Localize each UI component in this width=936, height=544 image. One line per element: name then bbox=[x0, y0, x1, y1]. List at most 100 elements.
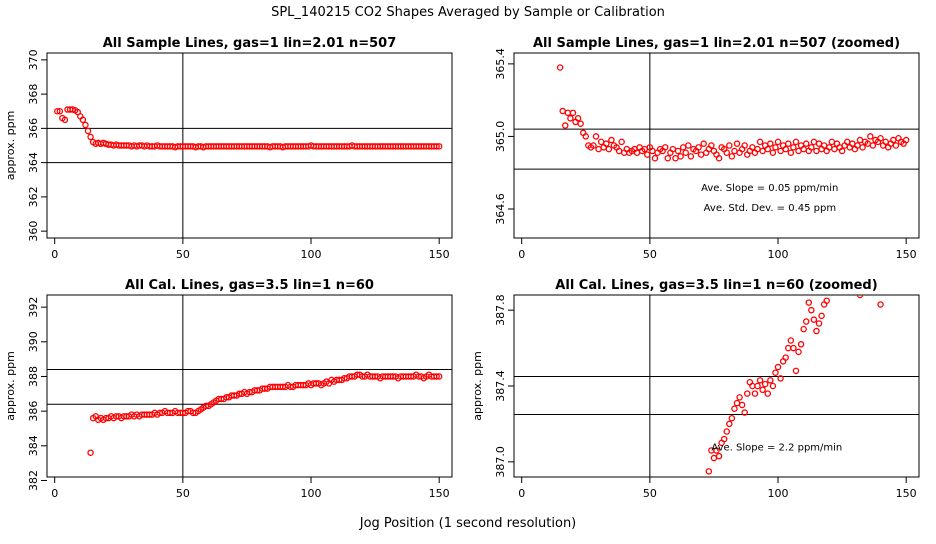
data-point bbox=[87, 449, 94, 456]
data-point bbox=[87, 133, 94, 141]
data-point bbox=[664, 154, 672, 162]
data-point bbox=[726, 142, 733, 149]
data-point bbox=[902, 136, 910, 144]
x-tick-label: 0 bbox=[518, 248, 525, 261]
panel-title: All Sample Lines, gas=1 lin=2.01 n=507 (… bbox=[533, 36, 900, 51]
data-point bbox=[738, 401, 746, 409]
data-point bbox=[767, 140, 774, 147]
data-point bbox=[687, 153, 695, 160]
data-point bbox=[672, 154, 679, 162]
data-point bbox=[661, 144, 669, 151]
data-point bbox=[838, 147, 846, 155]
data-point bbox=[562, 122, 569, 129]
data-point bbox=[697, 151, 705, 158]
data-point bbox=[756, 138, 764, 146]
x-tick-label: 0 bbox=[51, 487, 58, 500]
data-point bbox=[682, 149, 689, 157]
data-point bbox=[608, 136, 615, 144]
data-point bbox=[810, 138, 818, 146]
data-point bbox=[759, 147, 766, 155]
plot-frame bbox=[46, 294, 453, 478]
x-tick-label: 0 bbox=[51, 248, 58, 261]
data-point bbox=[564, 109, 572, 117]
data-point bbox=[685, 142, 692, 149]
data-point bbox=[433, 143, 440, 150]
data-point bbox=[859, 144, 866, 151]
data-point bbox=[582, 133, 590, 140]
x-tick-label: 50 bbox=[176, 487, 190, 500]
data-point bbox=[751, 390, 759, 397]
x-tick-label: 100 bbox=[301, 487, 322, 500]
data-point bbox=[61, 116, 69, 124]
plot-frame bbox=[513, 52, 920, 239]
data-point bbox=[754, 382, 761, 390]
data-point bbox=[731, 147, 738, 155]
data-point bbox=[651, 154, 659, 162]
y-tick-label: 370 bbox=[27, 49, 40, 70]
data-point bbox=[741, 142, 748, 149]
data-point bbox=[726, 420, 733, 428]
data-points bbox=[705, 295, 884, 475]
panel-title: All Cal. Lines, gas=3.5 lin=1 n=60 bbox=[125, 278, 374, 293]
data-point bbox=[590, 142, 597, 149]
data-point bbox=[782, 354, 789, 361]
data-point bbox=[79, 116, 87, 124]
data-point bbox=[720, 435, 728, 443]
annotation-text: Ave. Slope = 0.05 ppm/min bbox=[701, 183, 838, 194]
y-tick-label: 388 bbox=[27, 366, 40, 387]
x-tick-label: 100 bbox=[768, 248, 789, 261]
y-tick-label: 387.0 bbox=[494, 446, 507, 478]
data-point bbox=[84, 127, 92, 135]
data-point bbox=[877, 301, 884, 308]
data-point bbox=[774, 363, 782, 371]
x-tick-label: 0 bbox=[518, 487, 525, 500]
data-point bbox=[592, 133, 600, 140]
data-point bbox=[772, 144, 779, 151]
data-point bbox=[435, 373, 443, 380]
panel-title: All Cal. Lines, gas=3.5 lin=1 n=60 (zoom… bbox=[555, 278, 877, 293]
y-tick-label: 362 bbox=[27, 186, 40, 207]
data-point bbox=[56, 107, 64, 115]
y-tick-label: 364 bbox=[27, 152, 40, 173]
data-point bbox=[761, 380, 769, 388]
data-points bbox=[87, 371, 443, 456]
x-tick-label: 150 bbox=[896, 487, 917, 500]
data-point bbox=[595, 145, 602, 153]
data-point bbox=[795, 147, 802, 155]
data-point bbox=[869, 142, 877, 149]
data-point bbox=[800, 325, 807, 333]
data-point bbox=[710, 454, 718, 462]
data-point bbox=[577, 120, 584, 127]
panel-4: All Cal. Lines, gas=3.5 lin=1 n=60 (zoom… bbox=[471, 278, 920, 500]
data-point bbox=[723, 428, 731, 435]
y-tick-label: 382 bbox=[27, 470, 40, 491]
data-point bbox=[728, 153, 736, 160]
data-point bbox=[433, 373, 440, 380]
data-points bbox=[54, 106, 443, 151]
data-point bbox=[815, 140, 823, 147]
data-point bbox=[733, 399, 741, 407]
data-point bbox=[569, 109, 577, 117]
data-point bbox=[605, 145, 613, 153]
data-points bbox=[556, 64, 910, 162]
data-point bbox=[787, 337, 795, 344]
data-point bbox=[723, 149, 731, 157]
data-point bbox=[715, 452, 723, 460]
data-point bbox=[795, 348, 802, 356]
figure-title: SPL_140215 CO2 Shapes Averaged by Sample… bbox=[271, 5, 665, 20]
y-axis-label: approx. ppm bbox=[4, 111, 17, 181]
y-tick-label: 365.0 bbox=[494, 121, 507, 153]
x-tick-label: 50 bbox=[176, 248, 190, 261]
data-point bbox=[435, 143, 443, 150]
data-point bbox=[774, 138, 782, 146]
data-point bbox=[731, 405, 738, 412]
y-tick-label: 390 bbox=[27, 331, 40, 352]
data-point bbox=[808, 144, 815, 151]
data-point bbox=[815, 320, 823, 327]
data-point bbox=[823, 297, 830, 304]
data-point bbox=[674, 147, 682, 155]
y-tick-label: 365.4 bbox=[494, 48, 507, 80]
y-tick-label: 387.4 bbox=[494, 370, 507, 402]
x-tick-label: 150 bbox=[429, 487, 450, 500]
